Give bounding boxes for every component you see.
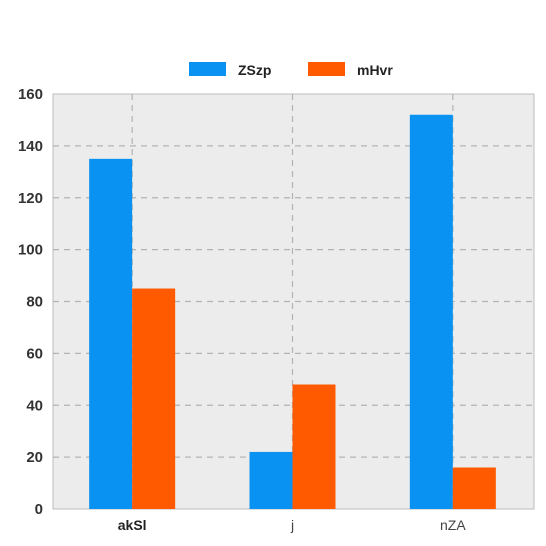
y-tick-label: 0 [35,501,43,518]
bars [89,114,496,510]
legend-label-series-1: ZSzp [238,62,271,78]
x-tick-label: j [290,517,294,533]
y-axis-ticks: 0 20 40 60 80 100 120 140 160 [18,86,43,518]
bar-series-2-j[interactable] [292,384,336,510]
y-tick-label: 60 [26,345,43,362]
y-tick-label: 20 [26,449,43,466]
x-tick-label: akSl [118,517,147,533]
legend-swatch-series-2 [308,62,345,76]
bar-series-1-nZA[interactable] [409,114,453,509]
y-tick-label: 100 [18,242,43,259]
bar-series-1-akSl[interactable] [89,158,133,509]
bar-series-1-j[interactable] [249,451,293,509]
y-tick-label: 80 [26,294,43,311]
y-tick-label: 40 [26,397,43,414]
y-tick-label: 140 [18,138,43,155]
y-tick-label: 120 [18,190,43,207]
legend-label-series-2: mHvr [357,62,393,78]
legend-item-series-2[interactable]: mHvr [308,62,393,78]
x-axis-ticks: akSl j nZA [118,517,467,533]
bar-series-2-akSl[interactable] [132,288,176,509]
legend-item-series-1[interactable]: ZSzp [189,62,271,78]
x-tick-label: nZA [440,517,466,533]
bar-series-2-nZA[interactable] [452,467,496,510]
legend: ZSzp mHvr [189,62,393,78]
y-tick-label: 160 [18,86,43,103]
legend-swatch-series-1 [189,62,226,76]
